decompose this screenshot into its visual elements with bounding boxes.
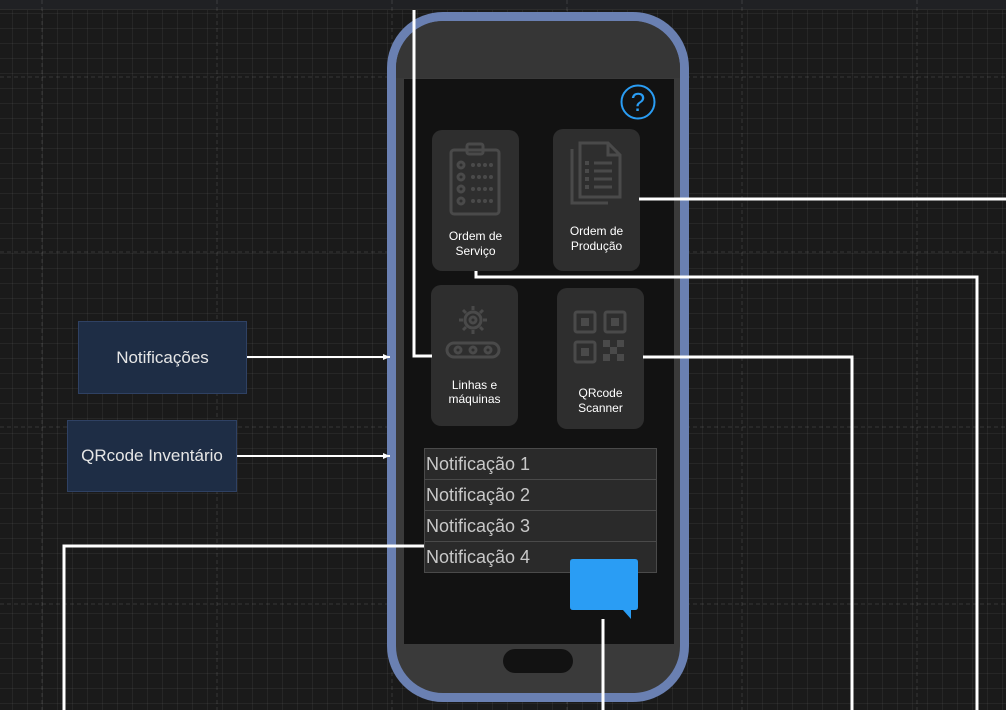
qr-code-icon [573, 310, 627, 364]
clipboard-checklist-icon [449, 142, 501, 216]
help-icon[interactable]: ? [620, 84, 656, 120]
tile-ordem-servico-label-1: Ordem de [448, 229, 503, 243]
notification-item[interactable]: Notificação 1 [424, 448, 657, 479]
qrcode-inventario-box[interactable]: QRcode Inventário [67, 420, 237, 492]
connector-ordem-servico [474, 271, 979, 710]
notification-item[interactable]: Notificação 2 [424, 479, 657, 510]
tile-ordem-producao-label-1: Ordem de [569, 224, 624, 238]
notificacoes-box[interactable]: Notificações [78, 321, 247, 394]
tile-ordem-servico[interactable]: Ordem de Serviço [432, 130, 519, 271]
home-button[interactable] [503, 649, 573, 673]
tile-qrcode-scanner-label-1: QRcode [578, 386, 623, 400]
top-bar [0, 0, 1006, 10]
tile-qrcode-scanner[interactable]: QRcode Scanner [557, 288, 644, 429]
tile-linhas-maquinas[interactable]: Linhas e máquinas [431, 285, 518, 426]
connector-qrcode-scanner [643, 355, 854, 710]
tile-linhas-maquinas-label-1: Linhas e [451, 378, 498, 392]
connector-top-to-linhas [412, 10, 432, 358]
phone-top-bezel [396, 21, 680, 78]
tile-linhas-maquinas-label-2: máquinas [448, 392, 501, 406]
gear-conveyor-icon [445, 306, 501, 359]
chat-bubble-icon[interactable] [569, 559, 639, 621]
connector-notificacao-4 [62, 544, 424, 710]
tile-ordem-producao-label-2: Produção [570, 239, 623, 253]
qrcode-inventario-label: QRcode Inventário [81, 446, 223, 465]
documents-icon [570, 141, 622, 205]
notification-list: Notificação 1 Notificação 2 Notificação … [424, 448, 657, 573]
tile-ordem-producao[interactable]: Ordem de Produção [553, 129, 640, 271]
notificacoes-label: Notificações [116, 347, 209, 367]
svg-text:?: ? [631, 87, 645, 117]
tile-ordem-servico-label-2: Serviço [455, 244, 496, 258]
tile-qrcode-scanner-label-2: Scanner [578, 401, 623, 415]
notification-item[interactable]: Notificação 3 [424, 510, 657, 541]
